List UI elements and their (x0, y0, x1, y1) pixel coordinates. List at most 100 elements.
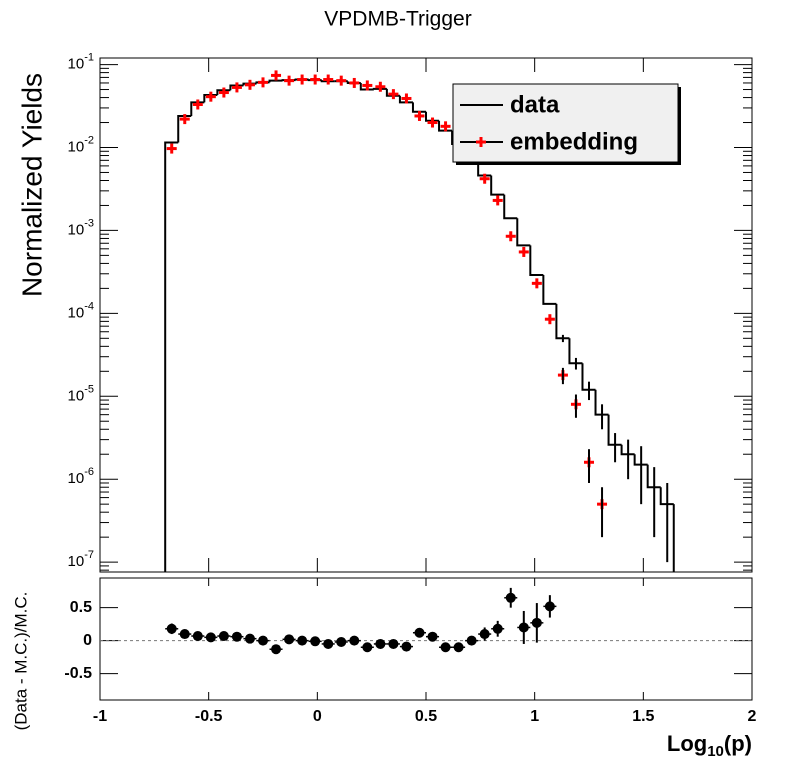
data-point (531, 617, 542, 628)
data-point (310, 636, 321, 647)
x-tick-label: 2 (748, 708, 757, 725)
data-point (258, 77, 268, 88)
histogram-bin (425, 111, 440, 122)
data-point (244, 633, 255, 644)
histogram-bin (659, 487, 674, 506)
data-point (427, 631, 438, 642)
histogram-bin (385, 88, 400, 97)
data-point (271, 70, 282, 81)
data-point (414, 110, 425, 121)
histogram-bin (229, 84, 244, 91)
data-point (310, 74, 321, 85)
data-point (323, 638, 334, 649)
data-point (544, 601, 555, 612)
x-tick-label: 0 (313, 708, 322, 725)
x-tick-label: 0.5 (415, 708, 437, 725)
histogram-bin (529, 245, 544, 276)
data-point (440, 121, 451, 132)
data-point (205, 91, 216, 102)
data-point (297, 74, 308, 85)
data-point (479, 629, 490, 640)
histogram-bin (372, 87, 387, 90)
data-point (544, 314, 555, 325)
data-point (231, 631, 242, 642)
y-tick-label: 0.5 (70, 599, 92, 616)
data-point (179, 114, 190, 125)
data-point (284, 634, 295, 645)
data-point (505, 231, 516, 242)
data-point (336, 636, 347, 647)
histogram-bin (620, 444, 635, 456)
data-point (388, 638, 399, 649)
data-point (375, 638, 386, 649)
histogram-bin (568, 338, 583, 365)
y-tick-label: 10-7 (68, 549, 94, 570)
data-point (349, 77, 360, 88)
x-tick-label: -1 (93, 708, 107, 725)
x-tick-label: 1 (530, 708, 539, 725)
data-point (336, 75, 347, 86)
y-axis-label: (Data - M.C.)/M.C. (11, 592, 30, 731)
data-point (531, 278, 542, 289)
y-tick-label: -0.5 (64, 665, 92, 682)
data-point (166, 623, 177, 634)
data-point (284, 75, 295, 86)
histogram-bin (581, 363, 596, 391)
data-point (218, 631, 229, 642)
histogram-bin (268, 79, 283, 83)
histogram-bin (516, 218, 531, 247)
data-point (505, 592, 516, 603)
data-point (466, 635, 477, 646)
histogram-bin (164, 141, 179, 572)
histogram-bin (411, 102, 426, 113)
data-point (231, 82, 242, 93)
data-point (375, 81, 386, 92)
y-tick-label: 10-4 (68, 300, 94, 321)
data-point (179, 629, 190, 640)
data-point (218, 87, 229, 98)
y-tick-label: 10-3 (68, 217, 94, 238)
data-point (323, 74, 334, 85)
histogram-bin (542, 274, 557, 305)
data-point (492, 623, 503, 634)
data-point (414, 627, 425, 638)
y-tick-label: 10-6 (68, 466, 94, 487)
histogram-bin (359, 82, 374, 91)
data-point (166, 143, 177, 154)
data-point (492, 195, 503, 206)
histogram-bin (607, 414, 622, 446)
data-point (192, 99, 203, 110)
data-point (453, 642, 464, 653)
histogram-bin (190, 101, 205, 116)
data-point (479, 173, 490, 184)
data-point (297, 635, 308, 646)
y-axis-label: Normalized Yields (16, 73, 47, 297)
x-axis-label: Log10(p) (667, 731, 752, 760)
data-point (258, 635, 268, 646)
histogram-bin (633, 454, 648, 466)
y-tick-label: 10-2 (68, 134, 94, 155)
data-point (401, 93, 412, 104)
data-point (401, 641, 412, 652)
histogram-bin (490, 175, 505, 196)
y-tick-label: 0 (83, 632, 92, 649)
histogram-bin (216, 89, 231, 95)
histogram-bin (203, 93, 218, 103)
data-point (271, 644, 282, 655)
chart-title: VPDMB-Trigger (324, 8, 471, 31)
histogram-bin (177, 114, 192, 143)
data-point (349, 635, 360, 646)
histogram-bin (320, 80, 335, 83)
x-tick-label: 1.5 (632, 708, 654, 725)
data-point (518, 246, 529, 257)
data-point (362, 642, 373, 653)
data-point (244, 79, 255, 90)
legend (452, 83, 679, 163)
data-point (427, 117, 438, 128)
data-point (440, 642, 451, 653)
histogram-bin (594, 389, 609, 416)
histogram-bin (646, 464, 661, 489)
histogram-bin (555, 303, 570, 340)
data-point (518, 622, 529, 633)
